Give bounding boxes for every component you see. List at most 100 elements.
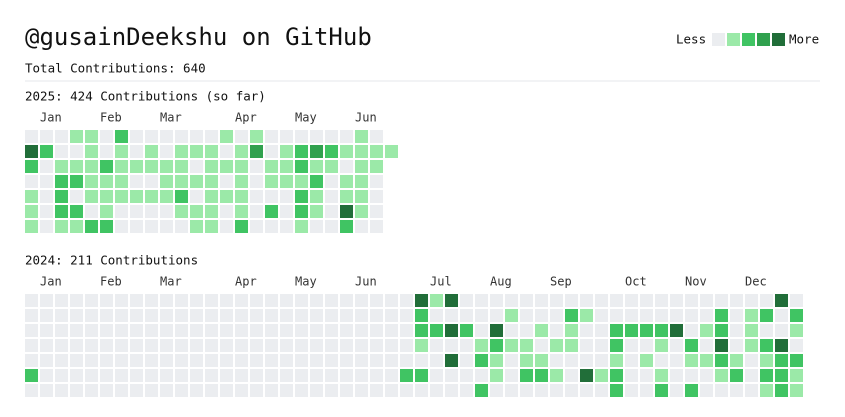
contribution-cell (295, 309, 308, 322)
contribution-cell (40, 145, 53, 158)
contribution-cell (700, 354, 713, 367)
contribution-cell (160, 339, 173, 352)
contribution-cell (175, 369, 188, 382)
contribution-cell (775, 309, 788, 322)
contribution-cell (550, 369, 563, 382)
contribution-cell (265, 220, 278, 233)
contribution-cell (340, 309, 353, 322)
contribution-cell (70, 309, 83, 322)
contribution-cell (340, 190, 353, 203)
month-label: Apr (235, 275, 257, 289)
contribution-cell (55, 205, 68, 218)
contribution-cell (355, 160, 368, 173)
contribution-cell (445, 309, 458, 322)
contribution-cell (340, 384, 353, 397)
contribution-cell (55, 175, 68, 188)
contribution-cell (745, 339, 758, 352)
contribution-cell (175, 354, 188, 367)
contribution-cell (115, 160, 128, 173)
contribution-cell (385, 384, 398, 397)
contribution-cell (535, 309, 548, 322)
contribution-cell (130, 309, 143, 322)
contribution-cell (115, 354, 128, 367)
contribution-cell (130, 324, 143, 337)
contribution-cell (325, 160, 338, 173)
contribution-cell (205, 130, 218, 143)
legend-more: More (789, 32, 819, 47)
contribution-cell (55, 369, 68, 382)
contribution-cell (715, 384, 728, 397)
contribution-cell (115, 220, 128, 233)
contribution-cell (100, 205, 113, 218)
contribution-cell (295, 130, 308, 143)
month-label: Aug (490, 275, 512, 289)
contribution-cell (700, 309, 713, 322)
contribution-cell (745, 369, 758, 382)
contribution-cell (610, 294, 623, 307)
contribution-cell (205, 339, 218, 352)
contribution-cell (580, 309, 593, 322)
contribution-cell (175, 339, 188, 352)
contribution-cell (565, 384, 578, 397)
contribution-cell (535, 369, 548, 382)
contribution-cell (145, 175, 158, 188)
contribution-cell (325, 294, 338, 307)
contribution-cell (700, 324, 713, 337)
contribution-cell (40, 160, 53, 173)
month-label: May (295, 275, 317, 289)
contribution-cell (520, 309, 533, 322)
contribution-cell (550, 294, 563, 307)
contribution-cell (325, 220, 338, 233)
contribution-cell (430, 354, 443, 367)
contribution-cell (190, 190, 203, 203)
contribution-cell (655, 369, 668, 382)
contribution-cell (235, 384, 248, 397)
contribution-cell (295, 324, 308, 337)
contribution-cell (85, 294, 98, 307)
contribution-cell (220, 145, 233, 158)
contribution-cell (400, 324, 413, 337)
contribution-cell (265, 160, 278, 173)
contribution-cell (325, 190, 338, 203)
contribution-cell (415, 309, 428, 322)
contribution-cell (130, 130, 143, 143)
contribution-cell (85, 145, 98, 158)
month-label: Jun (355, 275, 377, 289)
contribution-cell (565, 309, 578, 322)
contribution-cell (355, 130, 368, 143)
contribution-cell (415, 294, 428, 307)
contribution-cell (160, 324, 173, 337)
contribution-cell (205, 175, 218, 188)
contribution-cell (190, 339, 203, 352)
contribution-cell (385, 339, 398, 352)
contribution-cell (460, 384, 473, 397)
contribution-cell (280, 220, 293, 233)
contribution-cell (115, 294, 128, 307)
contribution-cell (100, 369, 113, 382)
page-title: @gusainDeekshu on GitHub (25, 23, 372, 51)
contribution-cell (220, 205, 233, 218)
contribution-cell (595, 384, 608, 397)
contribution-cell (85, 190, 98, 203)
contribution-cell (370, 220, 383, 233)
contribution-cell (355, 384, 368, 397)
contribution-cell (430, 369, 443, 382)
contribution-cell (220, 339, 233, 352)
legend-swatch (772, 33, 785, 46)
contribution-cell (415, 384, 428, 397)
contribution-cell (790, 384, 803, 397)
contribution-cell (25, 324, 38, 337)
contribution-cell (790, 339, 803, 352)
contribution-cell (40, 175, 53, 188)
month-label: Mar (160, 111, 182, 125)
contribution-cell (625, 354, 638, 367)
contribution-cell (325, 205, 338, 218)
contribution-cell (175, 294, 188, 307)
contribution-cell (775, 369, 788, 382)
contribution-cell (205, 145, 218, 158)
month-label: May (295, 111, 317, 125)
contribution-cell (460, 354, 473, 367)
contribution-cell (670, 369, 683, 382)
contribution-cell (295, 384, 308, 397)
contribution-cell (265, 384, 278, 397)
